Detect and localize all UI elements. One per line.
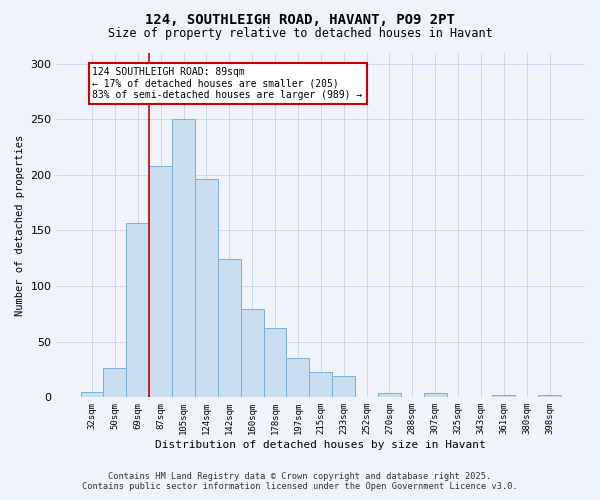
Text: Contains HM Land Registry data © Crown copyright and database right 2025.
Contai: Contains HM Land Registry data © Crown c… bbox=[82, 472, 518, 491]
Bar bbox=[218, 260, 241, 398]
Bar bbox=[310, 372, 332, 398]
Bar bbox=[149, 166, 172, 398]
Bar bbox=[538, 395, 561, 398]
Bar bbox=[241, 310, 263, 398]
Bar bbox=[493, 395, 515, 398]
Bar bbox=[286, 358, 310, 398]
Bar bbox=[172, 119, 195, 398]
Bar bbox=[195, 180, 218, 398]
Bar bbox=[263, 328, 286, 398]
Bar bbox=[378, 393, 401, 398]
Y-axis label: Number of detached properties: Number of detached properties bbox=[15, 134, 25, 316]
X-axis label: Distribution of detached houses by size in Havant: Distribution of detached houses by size … bbox=[155, 440, 486, 450]
Text: Size of property relative to detached houses in Havant: Size of property relative to detached ho… bbox=[107, 28, 493, 40]
Bar bbox=[127, 222, 149, 398]
Text: 124 SOUTHLEIGH ROAD: 89sqm
← 17% of detached houses are smaller (205)
83% of sem: 124 SOUTHLEIGH ROAD: 89sqm ← 17% of deta… bbox=[92, 67, 363, 100]
Text: 124, SOUTHLEIGH ROAD, HAVANT, PO9 2PT: 124, SOUTHLEIGH ROAD, HAVANT, PO9 2PT bbox=[145, 12, 455, 26]
Bar bbox=[424, 393, 446, 398]
Bar bbox=[332, 376, 355, 398]
Bar bbox=[80, 392, 103, 398]
Bar bbox=[103, 368, 127, 398]
